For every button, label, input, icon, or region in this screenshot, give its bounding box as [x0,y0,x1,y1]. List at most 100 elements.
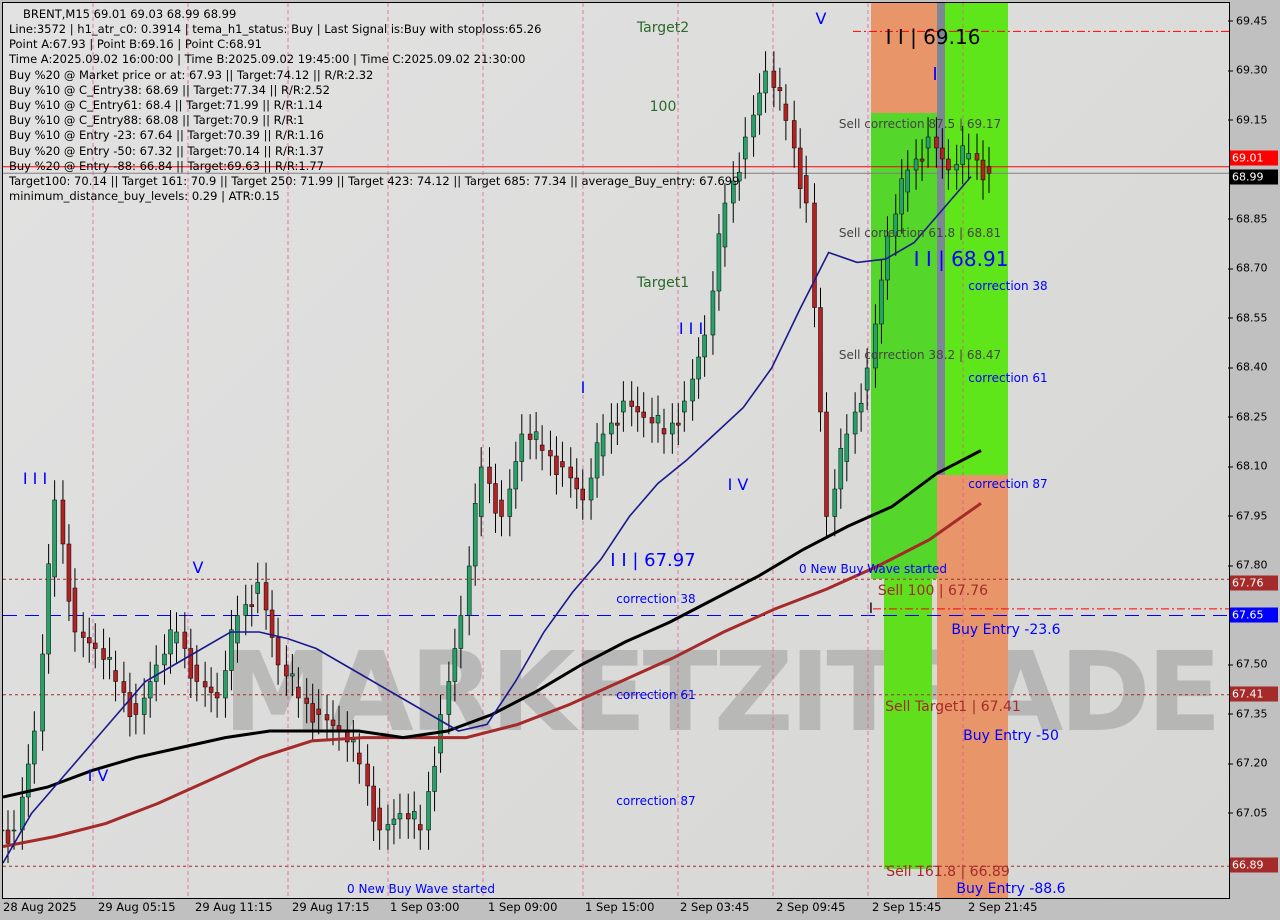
y-tick-label: 67.35 [1228,707,1268,720]
candle-body [365,763,370,787]
chart-annotation: Sell 161.8 | 66.89 [886,864,1010,880]
y-tick-label: 68.70 [1228,261,1268,275]
y-tick-label: 67.20 [1228,756,1268,770]
candle-body [954,164,959,171]
candle-body [980,159,986,181]
chart-annotation: correction 87 [616,794,696,808]
candle-body [324,714,330,721]
x-tick-label: 28 Aug 2025 [3,900,77,914]
candle-body [609,422,614,435]
candle-body [141,697,147,715]
x-tick-label: 29 Aug 11:15 [195,900,273,914]
candle-body [696,356,701,380]
candle-body [676,422,681,426]
candle-body [452,648,458,682]
candle-body [304,697,309,704]
x-tick-label: 2 Sep 09:45 [776,900,846,914]
candle-body [487,466,492,484]
candle-body [40,653,45,732]
candle-body [458,615,464,649]
candle-body [797,147,803,189]
candle-body [66,543,72,602]
y-tick-label: 69.30 [1228,63,1268,77]
chart-annotation: 0 New Buy Wave started [347,882,495,896]
candle-body [771,70,777,88]
candle-body [974,153,980,161]
candle-body [446,681,452,715]
candle-body [121,681,127,693]
x-tick-label: 2 Sep 15:45 [872,900,942,914]
candle-body [52,499,57,578]
chart-annotation: I V [727,475,749,494]
candle-body [783,103,789,121]
info-line: Buy %20 @ Entry -88: 66.84 || Target:69.… [9,158,324,173]
candle-body [214,692,220,699]
y-tick-label: 68.40 [1228,360,1268,374]
candle-body [290,673,295,677]
candle-body [716,233,722,292]
candle-body [81,631,86,638]
candle-body [87,637,92,644]
candle-body [5,829,11,844]
candle-body [223,670,228,699]
candle-body [263,582,269,611]
orange-zone-right [937,475,1008,898]
candle-body [275,637,281,666]
price-tag: 67.41 [1230,686,1278,702]
y-tick-label: 69.45 [1228,14,1268,27]
candle-body [249,604,254,607]
candle-body [472,503,478,567]
candle-body [913,158,919,171]
candle-body [351,739,356,743]
candle-body [296,686,301,699]
chart-title: BRENT,M15 69.01 69.03 68.99 68.99 [23,7,237,21]
candle-body [377,807,382,831]
candle-body [635,406,640,413]
green-zone-right [945,3,1008,475]
candle-body [310,703,315,723]
chart-annotation: I I | 68.91 [913,247,1009,271]
chart-annotation: Sell correction 38.2 | 68.47 [838,348,1002,362]
chart-annotation: correction 87 [968,477,1048,491]
candle-body [93,642,98,649]
candle-body [934,136,939,149]
candle-body [966,153,971,160]
info-line: Buy %10 @ C_Entry61: 68.4 || Target:71.9… [9,98,323,112]
candle-body [229,629,234,671]
chart-annotation: I V [87,766,109,785]
candle-body [357,752,362,765]
chart-annotation: I I | 69.16 [885,25,981,49]
candle-body [757,92,762,116]
chart-annotation: I I | 67.97 [610,550,696,571]
chart-annotation: I [868,601,874,617]
candle-body [478,466,484,517]
candle-body [791,120,797,149]
candle-body [641,411,646,418]
candle-body [147,681,153,699]
candle-body [418,824,423,831]
info-line: Target100: 70.14 || Target 161: 70.9 || … [9,174,740,188]
y-tick-label: 67.50 [1228,657,1268,671]
candle-body [702,334,707,358]
candle-body [397,813,403,820]
y-tick-label: 67.80 [1228,558,1268,572]
candle-body [432,765,437,792]
chart-annotation: Sell correction 87.5 | 69.17 [838,117,1002,131]
chart-annotation: correction 38 [616,592,696,606]
candle-body [406,813,411,820]
candle-body [588,477,594,501]
candle-body [371,785,376,822]
candle-body [615,422,620,426]
candle-body [385,824,391,831]
candle-body [32,730,37,765]
candle-body [655,415,661,424]
candle-body [649,417,655,424]
ma-slow-line [3,502,982,848]
price-chart [3,3,1229,898]
candle-body [824,411,829,517]
candle-body [858,402,864,413]
candle-body [507,488,513,517]
y-tick-label: 68.10 [1228,459,1268,473]
candle-body [763,70,768,94]
